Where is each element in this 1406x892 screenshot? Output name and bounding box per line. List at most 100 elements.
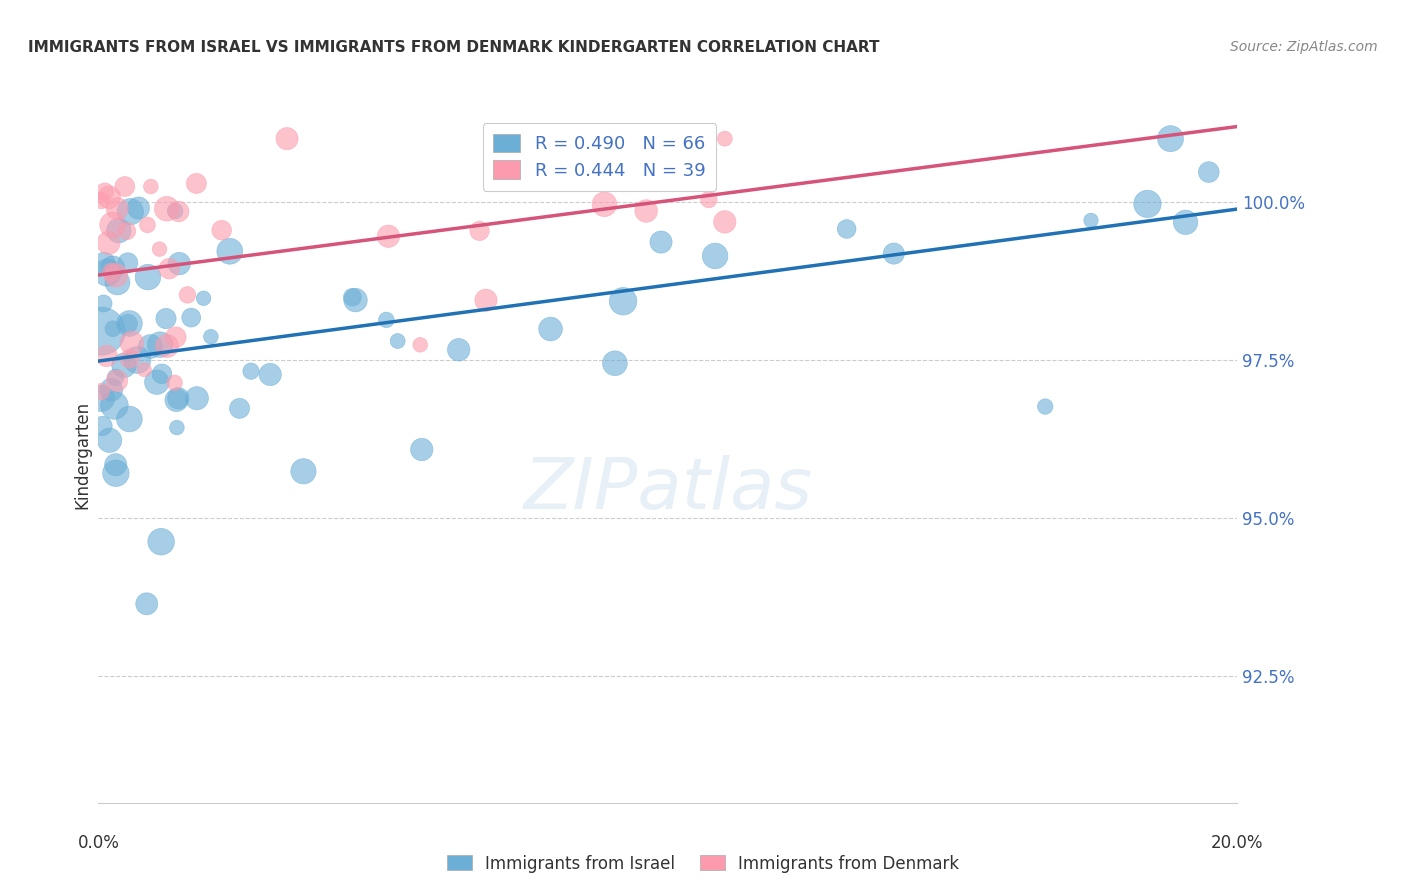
Text: IMMIGRANTS FROM ISRAEL VS IMMIGRANTS FROM DENMARK KINDERGARTEN CORRELATION CHART: IMMIGRANTS FROM ISRAEL VS IMMIGRANTS FRO…: [28, 40, 880, 55]
Point: [155, 311, 177, 326]
Point: [90, 194, 112, 208]
Point: [540, 322, 562, 336]
Point: [96, 266, 118, 280]
Point: [117, 256, 139, 270]
Point: [149, 337, 172, 351]
Point: [120, 204, 142, 219]
Point: [583, 131, 606, 145]
Text: Source: ZipAtlas.com: Source: ZipAtlas.com: [1230, 40, 1378, 54]
Point: [157, 261, 180, 276]
Point: [409, 338, 432, 352]
Point: [475, 293, 498, 308]
Point: [636, 204, 658, 219]
Point: [342, 290, 364, 304]
Point: [218, 244, 240, 259]
Point: [186, 177, 208, 191]
Point: [118, 412, 141, 426]
Point: [165, 393, 187, 408]
Point: [344, 293, 367, 307]
Point: [101, 218, 124, 232]
Point: [101, 322, 124, 336]
Legend: Immigrants from Israel, Immigrants from Denmark: Immigrants from Israel, Immigrants from …: [440, 848, 966, 880]
Point: [134, 362, 156, 376]
Point: [114, 179, 136, 194]
Point: [107, 276, 129, 290]
Point: [136, 270, 159, 285]
Point: [165, 330, 187, 344]
Point: [128, 201, 150, 215]
Point: [200, 329, 222, 343]
Point: [100, 383, 122, 397]
Point: [104, 268, 127, 283]
Point: [697, 193, 720, 207]
Point: [112, 359, 135, 373]
Point: [118, 351, 141, 366]
Point: [228, 401, 250, 416]
Point: [375, 313, 398, 327]
Point: [90, 392, 112, 406]
Point: [105, 202, 128, 216]
Point: [292, 464, 315, 478]
Point: [176, 288, 198, 302]
Point: [150, 367, 173, 381]
Point: [240, 364, 263, 378]
Point: [411, 442, 433, 457]
Point: [186, 391, 208, 405]
Point: [139, 179, 162, 194]
Point: [612, 294, 634, 309]
Point: [139, 339, 162, 353]
Point: [1136, 197, 1159, 211]
Point: [104, 370, 127, 384]
Point: [156, 339, 179, 353]
Point: [136, 218, 159, 232]
Point: [90, 324, 112, 338]
Point: [104, 467, 127, 481]
Point: [180, 310, 202, 325]
Point: [377, 229, 399, 244]
Y-axis label: Kindergarten: Kindergarten: [73, 401, 91, 509]
Point: [167, 257, 190, 271]
Point: [883, 246, 905, 260]
Point: [148, 242, 170, 256]
Point: [96, 349, 118, 363]
Point: [165, 203, 187, 218]
Point: [108, 224, 131, 238]
Point: [1033, 400, 1056, 414]
Point: [714, 215, 737, 229]
Point: [1160, 131, 1182, 145]
Legend: R = 0.490   N = 66, R = 0.444   N = 39: R = 0.490 N = 66, R = 0.444 N = 39: [482, 123, 717, 191]
Point: [98, 190, 121, 204]
Point: [593, 197, 616, 211]
Point: [650, 235, 672, 249]
Point: [167, 204, 190, 219]
Point: [1198, 165, 1220, 179]
Point: [103, 399, 125, 413]
Point: [387, 334, 409, 348]
Point: [104, 458, 127, 472]
Text: ZIPatlas: ZIPatlas: [523, 455, 813, 524]
Point: [166, 420, 188, 434]
Point: [98, 434, 121, 448]
Point: [118, 317, 141, 331]
Text: 20.0%: 20.0%: [1211, 834, 1264, 852]
Point: [105, 374, 128, 388]
Point: [163, 376, 186, 390]
Point: [150, 534, 173, 549]
Point: [121, 335, 143, 350]
Point: [1174, 215, 1197, 229]
Point: [211, 223, 233, 237]
Point: [193, 291, 215, 305]
Point: [100, 265, 122, 279]
Point: [101, 260, 124, 275]
Point: [94, 185, 117, 199]
Point: [259, 368, 281, 382]
Point: [704, 249, 727, 263]
Point: [676, 131, 699, 145]
Point: [93, 257, 115, 271]
Point: [276, 131, 298, 145]
Point: [115, 224, 138, 238]
Point: [127, 353, 149, 368]
Point: [447, 343, 470, 357]
Point: [146, 375, 169, 389]
Point: [91, 418, 114, 433]
